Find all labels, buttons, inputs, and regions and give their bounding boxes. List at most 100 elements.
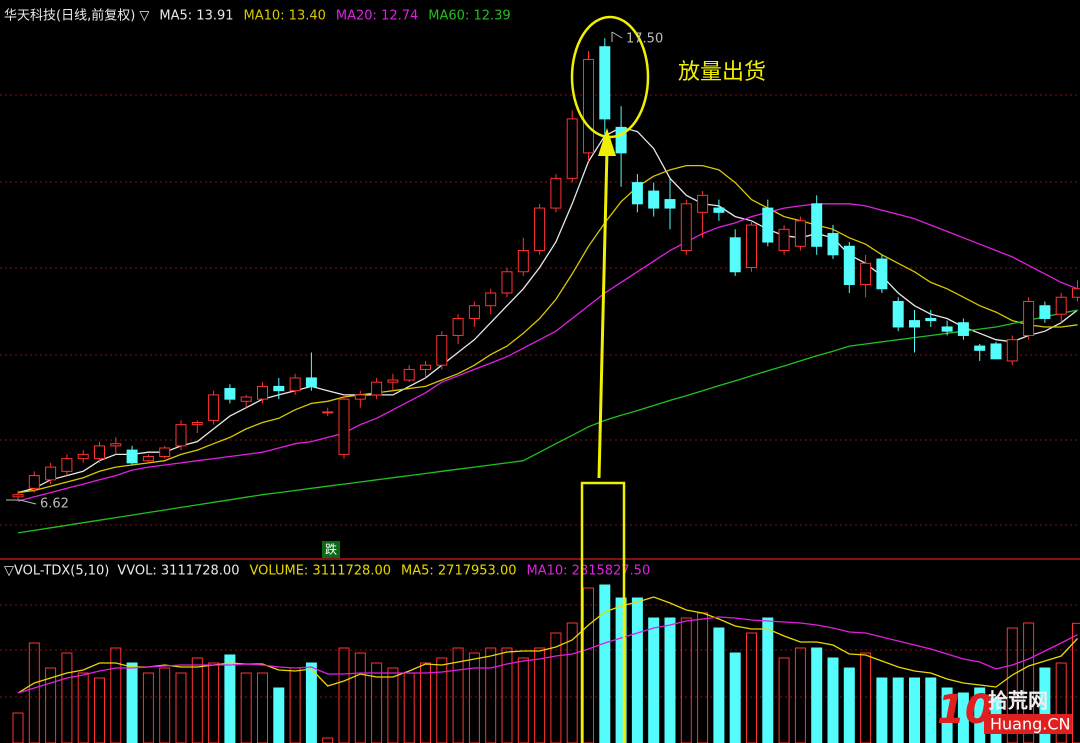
- candle-body: [322, 411, 334, 414]
- volume-bar: [925, 677, 937, 743]
- candle-body: [159, 447, 171, 457]
- volume-bar: [892, 677, 904, 743]
- volume-bar: [61, 652, 73, 743]
- candle-body: [746, 224, 757, 269]
- low-label: 6.62: [40, 497, 69, 512]
- volume-bar: [1055, 662, 1067, 743]
- candle-body: [909, 320, 920, 328]
- arrow-shaft: [597, 149, 609, 479]
- volume-bar: [713, 627, 725, 743]
- volume-bar: [794, 647, 806, 743]
- candle-body: [436, 334, 448, 366]
- volume-bar: [534, 647, 546, 743]
- highlight-ellipse: [570, 15, 650, 139]
- candle-body: [876, 258, 888, 290]
- volume-bar: [371, 662, 383, 743]
- candle-body: [1023, 300, 1035, 336]
- legend-entry: VOLUME: 3111728.00: [249, 564, 391, 579]
- volume-bar: [680, 617, 692, 743]
- candle-body: [305, 377, 317, 387]
- volume-bar: [420, 662, 431, 743]
- candle-body: [94, 445, 105, 460]
- volume-bar: [550, 632, 562, 743]
- volume-bar: [191, 657, 203, 743]
- candle-body: [354, 394, 366, 400]
- candle-body: [126, 449, 138, 464]
- candle-body: [1039, 305, 1051, 319]
- volume-bar: [811, 647, 823, 743]
- volume-bar: [175, 672, 187, 743]
- candle-body: [794, 220, 806, 247]
- candle-body: [338, 398, 350, 455]
- volume-bar: [257, 672, 268, 743]
- candle-body: [175, 424, 187, 447]
- volume-bar: [485, 647, 497, 743]
- highlight-box: [580, 481, 626, 743]
- watermark-band: [984, 714, 1072, 734]
- arrow-head: [598, 128, 616, 156]
- candle-body: [403, 368, 415, 381]
- volume-bar: [1023, 622, 1035, 743]
- volume-title: ▽VOL-TDX(5,10): [4, 564, 109, 579]
- volume-bar: [876, 677, 888, 743]
- volume-bar: [159, 667, 171, 743]
- grid: [0, 94, 1080, 698]
- volume-bar: [648, 617, 660, 743]
- ma-line: [17, 164, 1078, 494]
- ma-line: [17, 616, 1078, 694]
- candle-body: [208, 394, 220, 421]
- candle-body: [517, 250, 529, 273]
- candle-body: [142, 455, 154, 462]
- candle-body: [485, 292, 497, 307]
- candle-body: [941, 326, 953, 332]
- candle-body: [762, 207, 774, 243]
- candle-body: [648, 190, 660, 209]
- signal-box: [322, 541, 340, 558]
- volume-bar: [240, 672, 252, 743]
- candle-body: [1006, 339, 1018, 362]
- volume-bar: [354, 652, 366, 743]
- volume-panel: VVOL: 3111728.00 VOLUME: 3111728.00 MA5: 2…: [12, 564, 1080, 743]
- candle-body: [61, 458, 73, 472]
- candle-body: [371, 381, 383, 396]
- volume-bar: [110, 647, 122, 743]
- candle-body: [28, 475, 40, 489]
- candle-body: [843, 245, 855, 286]
- chart-title: 华天科技(日线,前复权) ▽: [4, 8, 149, 24]
- candle-body: [860, 262, 872, 286]
- volume-bar: [224, 654, 236, 743]
- volume-bar: [387, 667, 399, 743]
- watermark-domain: Huang.CN: [990, 715, 1071, 734]
- candle-body: [583, 58, 594, 154]
- candle-body: [257, 385, 268, 400]
- low-marker: [19, 499, 37, 505]
- candle-body: [1072, 288, 1080, 298]
- volume-bar: [827, 657, 839, 743]
- candle-body: [191, 422, 203, 426]
- volume-bar: [517, 657, 529, 743]
- candle-body: [12, 494, 24, 498]
- candle-body: [957, 322, 969, 336]
- volume-bar: [843, 667, 855, 743]
- volume-bar: [468, 652, 480, 743]
- volume-bar: [583, 587, 594, 743]
- candle-body: [778, 228, 790, 252]
- overlay: 放量出货 17.50 6.62 跌 华天科技(日线,前复权) ▽ ▽VOL-TD…: [4, 8, 1072, 743]
- candle-body: [1055, 296, 1067, 315]
- volume-bar: [941, 687, 953, 743]
- legend-entry: MA10: 2815827.50: [526, 564, 650, 579]
- candle-body: [811, 203, 823, 247]
- volume-bar: [599, 584, 611, 743]
- candle-body: [45, 466, 57, 481]
- candle-body: [615, 126, 627, 154]
- volume-bar: [28, 642, 40, 743]
- legend-entry: MA60: 12.39: [428, 9, 510, 24]
- candle-body: [697, 194, 709, 213]
- legend-entry: MA5: 13.91: [159, 9, 233, 24]
- candle-body: [77, 453, 89, 460]
- candle-body: [501, 271, 513, 294]
- candle-body: [713, 207, 725, 213]
- volume-bar: [1072, 622, 1080, 743]
